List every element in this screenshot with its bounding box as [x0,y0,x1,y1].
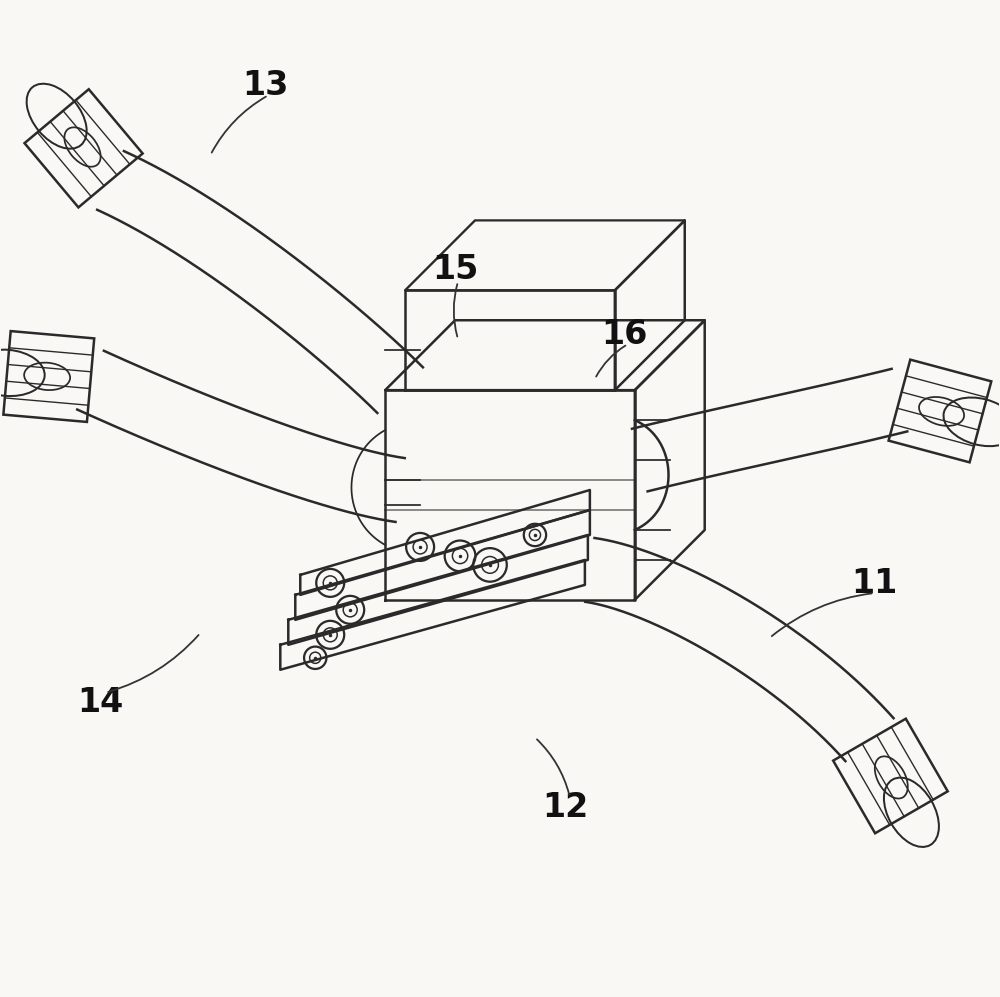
Text: 15: 15 [432,253,478,286]
Text: 14: 14 [77,686,124,719]
Text: 12: 12 [542,791,588,824]
Text: 13: 13 [242,69,289,102]
Text: 16: 16 [602,318,648,351]
Text: 11: 11 [851,566,898,599]
